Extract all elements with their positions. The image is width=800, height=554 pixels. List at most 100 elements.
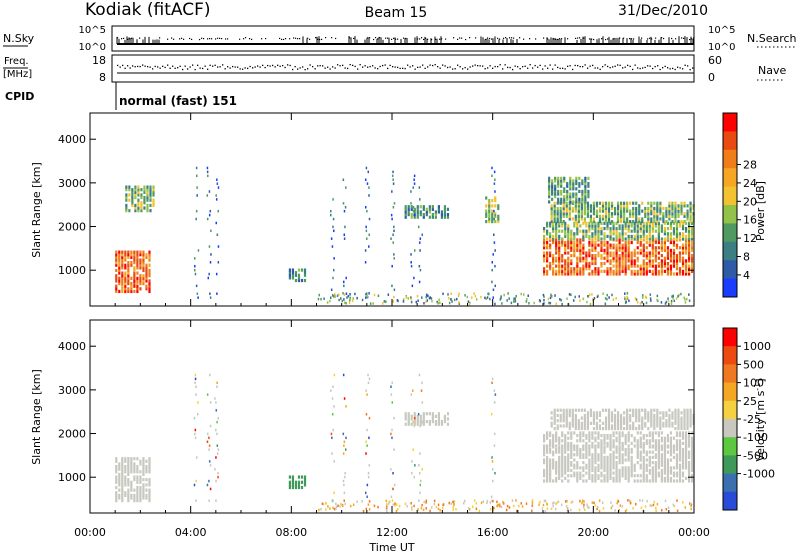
nsearch-dot	[489, 37, 491, 40]
nave-dot	[452, 68, 454, 70]
data-cell	[615, 463, 618, 467]
data-cell	[392, 487, 394, 491]
data-cell	[425, 412, 428, 416]
data-cell	[488, 209, 491, 213]
y-tick-label: 2000	[58, 221, 86, 234]
data-cell	[564, 243, 567, 247]
data-cell	[407, 297, 409, 300]
data-cell	[433, 502, 436, 506]
data-cell	[635, 413, 638, 418]
data-cell	[391, 436, 393, 440]
data-cell	[598, 419, 602, 423]
data-cell	[591, 221, 594, 225]
data-cell	[118, 281, 121, 286]
data-cell	[433, 499, 436, 503]
data-cell	[672, 447, 676, 452]
nsearch-dot	[487, 37, 489, 39]
data-cell	[586, 413, 589, 418]
data-cell	[592, 204, 596, 208]
data-cell	[407, 210, 410, 214]
nsearch-dot	[289, 38, 291, 40]
data-cell	[687, 264, 691, 268]
data-cell	[575, 179, 578, 183]
data-cell	[597, 474, 600, 478]
data-cell	[686, 419, 689, 423]
data-cell	[118, 261, 121, 265]
nave-dot	[297, 68, 299, 70]
y-tick-label: 4000	[58, 133, 86, 146]
data-cell	[555, 463, 558, 467]
data-cell	[193, 257, 196, 260]
data-cell	[140, 206, 143, 210]
data-cell	[663, 436, 666, 440]
nsky-label: N.Sky	[3, 32, 35, 45]
nsearch-dot	[117, 37, 119, 39]
data-cell	[498, 503, 501, 506]
data-cell	[608, 296, 610, 299]
data-cell	[648, 221, 651, 225]
data-cell	[488, 292, 490, 296]
data-cell	[618, 264, 621, 268]
data-cell	[567, 269, 570, 273]
data-cell	[680, 421, 683, 425]
data-cell	[419, 210, 422, 214]
data-cell	[598, 206, 602, 211]
data-cell	[582, 272, 585, 276]
data-cell	[642, 261, 645, 266]
data-cell	[597, 436, 600, 440]
data-cell	[443, 417, 447, 421]
data-cell	[569, 187, 572, 191]
nsearch-dot	[583, 37, 585, 39]
data-cell	[665, 508, 668, 511]
data-cell	[674, 411, 677, 415]
data-cell	[583, 500, 585, 503]
data-cell	[550, 507, 553, 511]
data-cell	[667, 506, 670, 510]
data-cell	[572, 184, 575, 188]
y-tick-label: 3000	[58, 177, 86, 190]
data-cell	[630, 261, 633, 266]
data-cell	[666, 444, 670, 448]
nsearch-dot	[397, 38, 399, 40]
data-cell	[654, 267, 657, 271]
nave-dot	[514, 65, 516, 67]
data-cell	[601, 217, 605, 221]
data-cell	[391, 381, 393, 385]
data-cell	[601, 214, 605, 218]
data-cell	[684, 246, 688, 250]
data-cell	[624, 476, 627, 480]
data-cell	[556, 206, 559, 211]
data-cell	[133, 488, 136, 492]
data-cell	[618, 259, 621, 263]
data-cell	[690, 264, 694, 268]
data-cell	[576, 221, 579, 225]
nave-dot	[302, 66, 304, 68]
data-cell	[690, 436, 694, 440]
data-cell	[405, 296, 408, 299]
data-cell	[489, 507, 492, 511]
data-cell	[681, 455, 685, 459]
data-cell	[124, 255, 127, 259]
data-cell	[393, 229, 395, 233]
nave-dot	[324, 67, 326, 69]
data-cell	[633, 272, 636, 276]
data-cell	[595, 209, 599, 213]
data-cell	[146, 185, 149, 189]
data-cell	[639, 264, 642, 268]
data-cell	[654, 229, 657, 233]
data-cell	[660, 453, 663, 457]
data-cell	[410, 261, 412, 264]
data-cell	[639, 221, 642, 225]
data-cell	[564, 224, 567, 228]
data-cell	[585, 261, 588, 266]
data-cell	[684, 259, 688, 263]
data-cell	[684, 298, 686, 301]
data-cell	[142, 488, 145, 492]
data-cell	[557, 200, 560, 204]
data-cell	[565, 204, 568, 208]
nsearch-dot	[379, 37, 381, 39]
data-cell	[683, 204, 686, 208]
data-cell	[633, 221, 636, 225]
data-cell	[636, 264, 639, 268]
data-cell	[674, 416, 677, 420]
